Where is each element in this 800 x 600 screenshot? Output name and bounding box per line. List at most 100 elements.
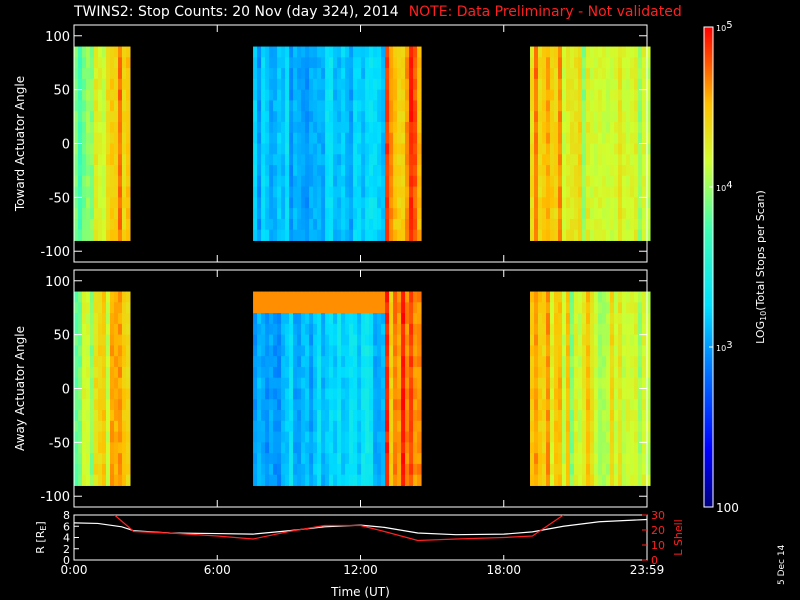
heatmap-cell xyxy=(86,463,91,476)
heatmap-cell xyxy=(385,89,390,101)
heatmap-cell xyxy=(126,208,131,220)
heatmap-cell xyxy=(273,111,278,123)
heatmap-cell xyxy=(102,442,107,454)
heatmap-cell xyxy=(365,100,370,112)
heatmap-cell xyxy=(590,431,595,443)
heatmap-cell xyxy=(329,78,334,91)
heatmap-cell xyxy=(285,121,290,134)
heatmap-cell xyxy=(126,345,131,357)
heatmap-cell xyxy=(289,442,294,454)
heatmap-cell xyxy=(345,442,350,454)
heatmap-cell xyxy=(562,154,567,166)
heatmap-cell xyxy=(122,132,127,144)
heatmap-cell xyxy=(86,100,91,112)
heatmap-cell xyxy=(301,175,306,188)
heatmap-cell xyxy=(377,229,382,241)
heatmap-cell xyxy=(325,453,330,465)
heatmap-cell xyxy=(381,68,386,80)
heatmap-cell xyxy=(293,57,298,69)
heatmap-cell xyxy=(558,89,563,101)
heatmap-cell xyxy=(305,229,310,241)
heatmap-cell xyxy=(94,442,99,454)
heatmap-cell xyxy=(626,388,631,400)
heatmap-cell xyxy=(305,165,310,177)
heatmap-cell xyxy=(313,313,318,325)
heatmap-cell xyxy=(361,46,366,58)
heatmap-cell xyxy=(393,313,398,325)
heatmap-cell xyxy=(349,132,354,144)
heatmap-cell xyxy=(562,57,567,69)
heatmap-cell xyxy=(333,218,338,231)
heatmap-cell xyxy=(530,100,535,112)
heatmap-cell xyxy=(325,111,330,123)
heatmap-cell xyxy=(546,302,551,314)
heatmap-cell xyxy=(349,57,354,69)
heatmap-cell xyxy=(345,420,350,433)
colorbar-label: LOG10(Total Stops per Scan) xyxy=(754,190,768,344)
heatmap-cell xyxy=(301,323,306,336)
heatmap-cell xyxy=(630,229,635,241)
heatmap-cell xyxy=(90,111,95,123)
heatmap-cell xyxy=(377,175,382,188)
y-tick-label: -100 xyxy=(40,490,70,505)
heatmap-cell xyxy=(353,57,358,69)
heatmap-cell xyxy=(102,453,107,465)
heatmap-cell xyxy=(614,410,619,422)
heatmap-cell xyxy=(590,356,595,368)
heatmap-cell xyxy=(325,132,330,144)
heatmap-cell xyxy=(626,302,631,314)
heatmap-cell xyxy=(389,208,394,220)
heatmap-cell xyxy=(74,218,79,231)
heatmap-cell xyxy=(397,442,402,454)
heatmap-cell xyxy=(325,323,330,336)
heatmap-cell xyxy=(321,442,326,454)
heatmap-cell xyxy=(110,410,115,422)
heatmap-cell xyxy=(570,78,575,91)
heatmap-cell xyxy=(122,366,127,379)
heatmap-cell xyxy=(369,302,374,314)
heatmap-cell xyxy=(602,143,607,155)
heatmap-cell xyxy=(578,78,583,91)
heatmap-cell xyxy=(309,356,314,368)
heatmap-cell xyxy=(313,208,318,220)
heatmap-cell xyxy=(614,431,619,443)
heatmap-cell xyxy=(78,453,83,465)
heatmap-cell xyxy=(281,154,286,166)
heatmap-cell xyxy=(126,323,131,336)
heatmap-cell xyxy=(78,143,83,155)
heatmap-cell xyxy=(289,291,294,303)
heatmap-cell xyxy=(570,121,575,134)
heatmap-cell xyxy=(281,78,286,91)
heatmap-cell xyxy=(349,165,354,177)
heatmap-cell xyxy=(353,356,358,368)
heatmap-cell xyxy=(329,431,334,443)
heatmap-cell xyxy=(614,420,619,433)
heatmap-cell xyxy=(401,388,406,400)
heatmap-cell xyxy=(534,121,539,134)
heatmap-cell xyxy=(634,399,639,411)
heatmap-cell xyxy=(417,334,422,346)
heatmap-cell xyxy=(542,302,547,314)
heatmap-cell xyxy=(114,208,119,220)
heatmap-cell xyxy=(106,197,111,209)
heatmap-cell xyxy=(114,323,119,336)
heatmap-cell xyxy=(610,302,615,314)
heatmap-cell xyxy=(118,197,123,209)
heatmap-cell xyxy=(337,89,342,101)
heatmap-cell xyxy=(289,57,294,69)
heatmap-cell xyxy=(365,208,370,220)
heatmap-cell xyxy=(281,208,286,220)
heatmap-cell xyxy=(269,313,274,325)
heatmap-cell xyxy=(122,143,127,155)
heatmap-cell xyxy=(106,313,111,325)
heatmap-cell xyxy=(534,420,539,433)
heatmap-cell xyxy=(114,175,119,188)
heatmap-cell xyxy=(538,46,543,58)
heatmap-cell xyxy=(289,100,294,112)
heatmap-cell xyxy=(289,399,294,411)
heatmap-cell xyxy=(82,121,87,134)
heatmap-cell xyxy=(349,78,354,91)
heatmap-cell xyxy=(82,334,87,346)
heatmap-cell xyxy=(317,420,322,433)
heatmap-cell xyxy=(289,388,294,400)
